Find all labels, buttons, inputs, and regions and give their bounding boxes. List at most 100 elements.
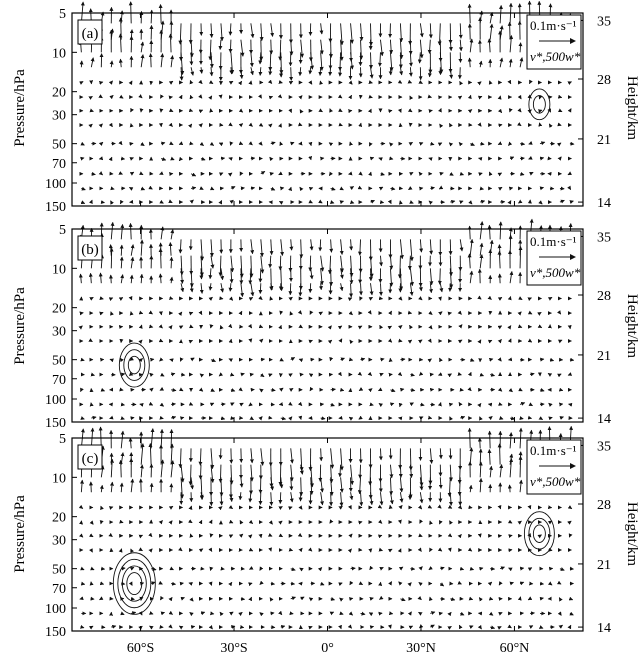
vector-arrow — [120, 611, 125, 616]
vector-arrow — [549, 357, 555, 362]
vector-arrow — [548, 123, 553, 128]
vector-arrow — [189, 199, 194, 204]
vector-arrow — [437, 142, 443, 147]
vector-arrow — [238, 310, 243, 316]
vector-arrow — [447, 504, 453, 509]
vector-arrow — [318, 311, 323, 316]
vector-arrow — [310, 52, 315, 70]
vector-arrow — [289, 67, 294, 81]
vector-arrow — [477, 122, 482, 127]
vector-arrow — [339, 39, 344, 61]
circulation-loop — [532, 524, 546, 543]
vector-arrow — [518, 479, 523, 493]
vector-arrow — [328, 142, 334, 147]
vector-arrow — [198, 519, 203, 525]
vector-arrow — [439, 582, 445, 587]
vector-arrow — [318, 283, 323, 291]
vector-arrow — [299, 477, 304, 497]
vector-arrow — [298, 505, 303, 510]
vector-arrow — [208, 547, 213, 552]
vector-arrow — [190, 477, 195, 490]
y-right-tick-label: 21 — [597, 558, 611, 573]
y-tick-label: 150 — [45, 416, 66, 431]
vector-arrow — [399, 492, 404, 503]
vector-arrow — [507, 200, 512, 205]
vector-arrow — [178, 448, 183, 469]
vector-arrow — [437, 547, 443, 552]
vector-arrow — [168, 199, 173, 204]
vector-arrow — [238, 611, 243, 617]
vector-arrow — [299, 448, 304, 472]
vector-arrow — [128, 80, 133, 86]
vector-arrow — [240, 596, 246, 601]
vector-arrow — [389, 268, 394, 287]
vector-arrow — [368, 142, 373, 147]
vector-arrow — [269, 156, 274, 162]
vector-arrow — [399, 39, 404, 60]
vector-arrow — [408, 625, 414, 630]
vector-arrow — [459, 239, 464, 252]
vector-arrow — [508, 141, 513, 146]
vector-arrow — [477, 402, 482, 408]
vector-arrow — [308, 186, 314, 191]
vector-arrow — [279, 186, 285, 191]
y-tick-label: 20 — [52, 511, 66, 526]
vector-arrow — [329, 492, 334, 507]
vector-arrow — [128, 222, 133, 240]
vector-arrow — [378, 519, 383, 524]
vector-arrow — [488, 80, 493, 85]
vector-arrow — [400, 357, 406, 362]
y-tick-label: 50 — [52, 354, 66, 369]
vector-arrow — [119, 482, 124, 493]
vector-arrow — [319, 268, 324, 286]
vector-arrow — [78, 504, 84, 509]
vector-arrow — [450, 597, 456, 602]
vector-arrow — [457, 95, 463, 100]
vector-arrow — [179, 416, 185, 421]
y-tick-label: 30 — [52, 325, 66, 340]
vector-arrow — [189, 52, 194, 66]
vector-arrow — [358, 283, 363, 296]
vector-arrow — [457, 339, 463, 344]
vector-arrow — [567, 171, 573, 176]
vector-arrow — [188, 108, 194, 113]
vector-arrow — [528, 625, 534, 630]
vector-arrow — [320, 492, 324, 506]
vector-arrow — [208, 95, 213, 100]
vector-arrow — [260, 373, 265, 378]
vector-arrow — [349, 580, 354, 586]
vector-arrow — [327, 325, 332, 330]
vector-arrow — [349, 200, 355, 204]
ylabel-right: Height/km — [624, 294, 640, 358]
legend: 0.1m·s⁻¹ v*,500w* — [526, 230, 582, 286]
circulation-loop — [123, 349, 146, 381]
vector-arrow — [388, 310, 392, 316]
vector-arrow — [557, 156, 562, 161]
vector-arrow — [120, 223, 125, 240]
vector-arrow — [437, 402, 442, 407]
vector-arrow — [248, 297, 254, 301]
vector-arrow — [519, 171, 525, 176]
vector-arrow — [160, 53, 165, 68]
vector-arrow — [558, 597, 563, 602]
vector-arrow — [130, 107, 134, 113]
vector-arrow — [529, 79, 533, 85]
x-axis: 60°S 30°S 0° 30°N 60°N — [127, 438, 529, 656]
vector-arrow — [350, 52, 354, 70]
y-tick-label: 150 — [45, 625, 66, 640]
vector-arrow — [148, 401, 154, 406]
vector-arrow — [417, 505, 423, 510]
vector-arrow — [360, 611, 366, 616]
vector-arrow — [470, 357, 475, 362]
circulation-loop — [127, 355, 141, 375]
vector-arrow — [430, 624, 435, 629]
vector-arrow — [459, 80, 464, 86]
y-tick-label: 100 — [45, 602, 66, 617]
vector-arrow — [158, 3, 163, 24]
vector-arrow — [198, 448, 203, 466]
vector-arrow — [507, 624, 512, 629]
vector-arrow — [497, 296, 503, 301]
vector-arrow — [228, 505, 234, 510]
y-right-tick-label: 14 — [597, 196, 611, 211]
vector-arrow — [487, 430, 492, 449]
